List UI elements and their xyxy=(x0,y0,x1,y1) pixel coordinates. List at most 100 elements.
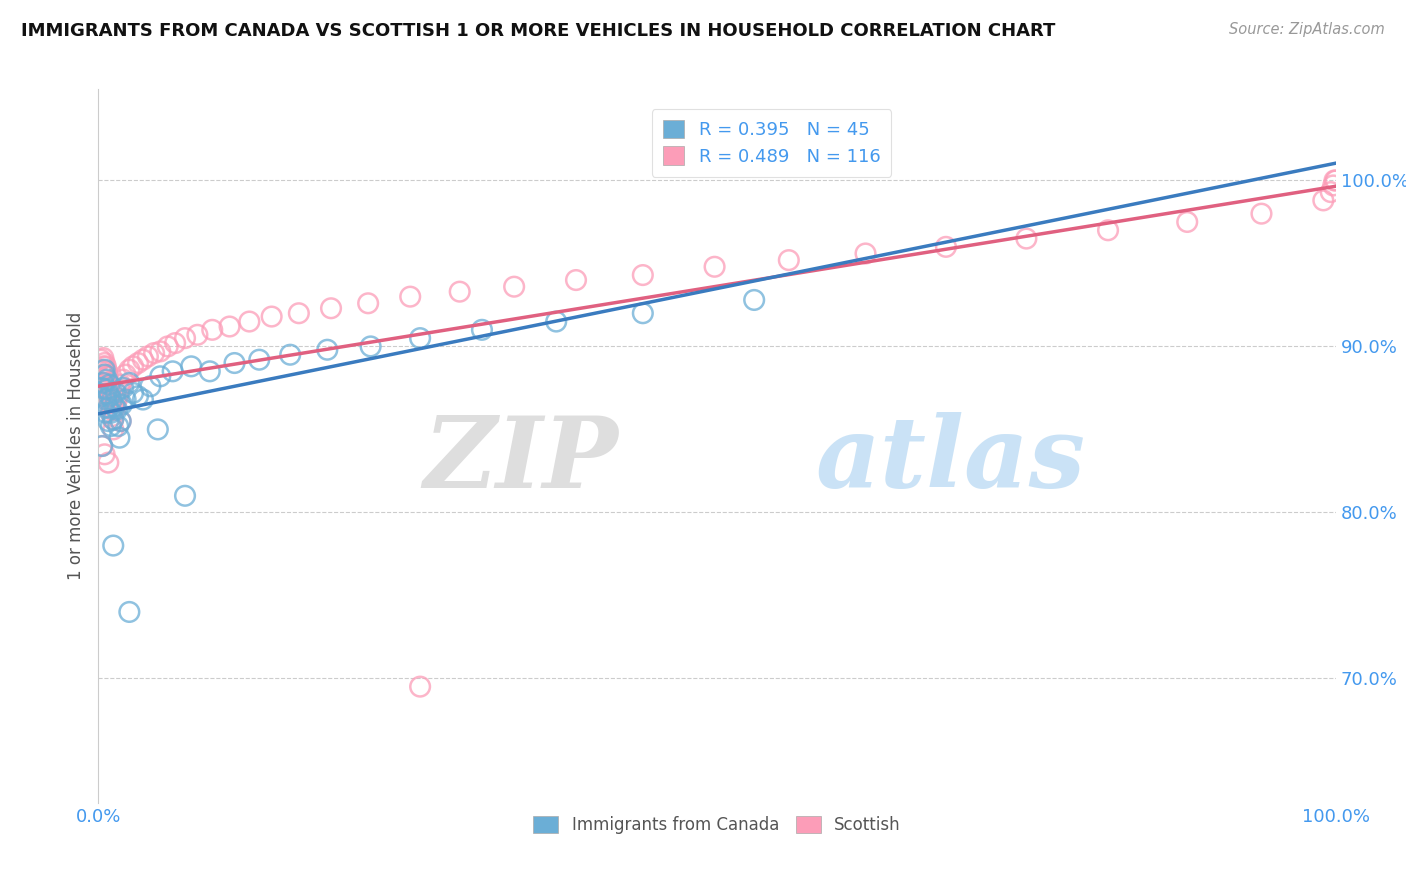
Point xyxy=(93,359,115,374)
Point xyxy=(96,364,118,378)
Point xyxy=(127,356,149,370)
Point xyxy=(1015,231,1038,245)
Point xyxy=(105,392,128,407)
Point xyxy=(118,362,141,376)
Point xyxy=(1312,194,1334,208)
Point xyxy=(319,301,342,316)
Point xyxy=(103,399,125,413)
Point xyxy=(132,352,155,367)
Point xyxy=(703,260,725,274)
Point xyxy=(162,364,184,378)
Point xyxy=(97,456,120,470)
Point xyxy=(118,605,141,619)
Point xyxy=(91,439,114,453)
Point xyxy=(93,362,115,376)
Point xyxy=(93,351,115,365)
Point xyxy=(91,381,114,395)
Point xyxy=(96,383,118,397)
Point xyxy=(111,397,134,411)
Point xyxy=(198,364,221,378)
Point xyxy=(471,323,494,337)
Point xyxy=(94,359,117,374)
Point xyxy=(104,394,127,409)
Point xyxy=(278,348,301,362)
Point xyxy=(90,389,112,403)
Text: Source: ZipAtlas.com: Source: ZipAtlas.com xyxy=(1229,22,1385,37)
Point xyxy=(546,314,568,328)
Point xyxy=(631,306,654,320)
Point xyxy=(316,343,339,357)
Point xyxy=(449,285,471,299)
Point xyxy=(778,253,800,268)
Point xyxy=(94,383,117,397)
Point xyxy=(100,402,122,417)
Point xyxy=(247,352,270,367)
Point xyxy=(100,406,122,420)
Point xyxy=(399,290,422,304)
Point xyxy=(180,359,202,374)
Point xyxy=(122,385,145,400)
Text: atlas: atlas xyxy=(815,412,1085,508)
Point xyxy=(97,401,120,415)
Point xyxy=(101,396,124,410)
Point xyxy=(98,389,121,403)
Point xyxy=(156,339,179,353)
Point xyxy=(100,419,122,434)
Point xyxy=(260,310,283,324)
Point xyxy=(112,381,135,395)
Point xyxy=(108,431,131,445)
Point xyxy=(98,377,121,392)
Point xyxy=(96,376,118,390)
Point xyxy=(1323,173,1346,187)
Point xyxy=(93,368,115,382)
Point xyxy=(93,447,115,461)
Point xyxy=(136,350,159,364)
Point xyxy=(110,414,132,428)
Point xyxy=(93,368,115,382)
Point xyxy=(201,323,224,337)
Point xyxy=(93,356,115,370)
Point xyxy=(127,389,149,403)
Point xyxy=(114,392,136,407)
Point xyxy=(357,296,380,310)
Point xyxy=(97,369,120,384)
Point xyxy=(139,379,162,393)
Point xyxy=(107,387,129,401)
Point xyxy=(1319,185,1341,199)
Point xyxy=(90,352,112,367)
Point xyxy=(96,373,118,387)
Point xyxy=(218,319,240,334)
Point xyxy=(1322,178,1344,193)
Point xyxy=(288,306,311,320)
Point xyxy=(101,392,124,407)
Point xyxy=(94,406,117,420)
Point xyxy=(103,412,125,426)
Point xyxy=(110,414,132,428)
Point xyxy=(1250,207,1272,221)
Point xyxy=(107,419,129,434)
Legend: Immigrants from Canada, Scottish: Immigrants from Canada, Scottish xyxy=(527,809,907,841)
Point xyxy=(108,383,131,397)
Point xyxy=(93,373,115,387)
Point xyxy=(91,362,114,376)
Point xyxy=(409,680,432,694)
Point xyxy=(97,392,120,407)
Point xyxy=(935,240,957,254)
Point xyxy=(96,387,118,401)
Point xyxy=(101,409,124,424)
Point xyxy=(118,376,141,390)
Point xyxy=(503,279,526,293)
Point xyxy=(174,331,197,345)
Point xyxy=(1324,173,1347,187)
Point xyxy=(98,384,121,399)
Point xyxy=(1097,223,1119,237)
Point xyxy=(103,412,125,426)
Point xyxy=(105,402,128,417)
Point xyxy=(112,373,135,387)
Point xyxy=(103,402,125,417)
Point xyxy=(132,392,155,407)
Point xyxy=(165,336,187,351)
Point xyxy=(631,268,654,282)
Point xyxy=(100,389,122,403)
Point xyxy=(1175,215,1198,229)
